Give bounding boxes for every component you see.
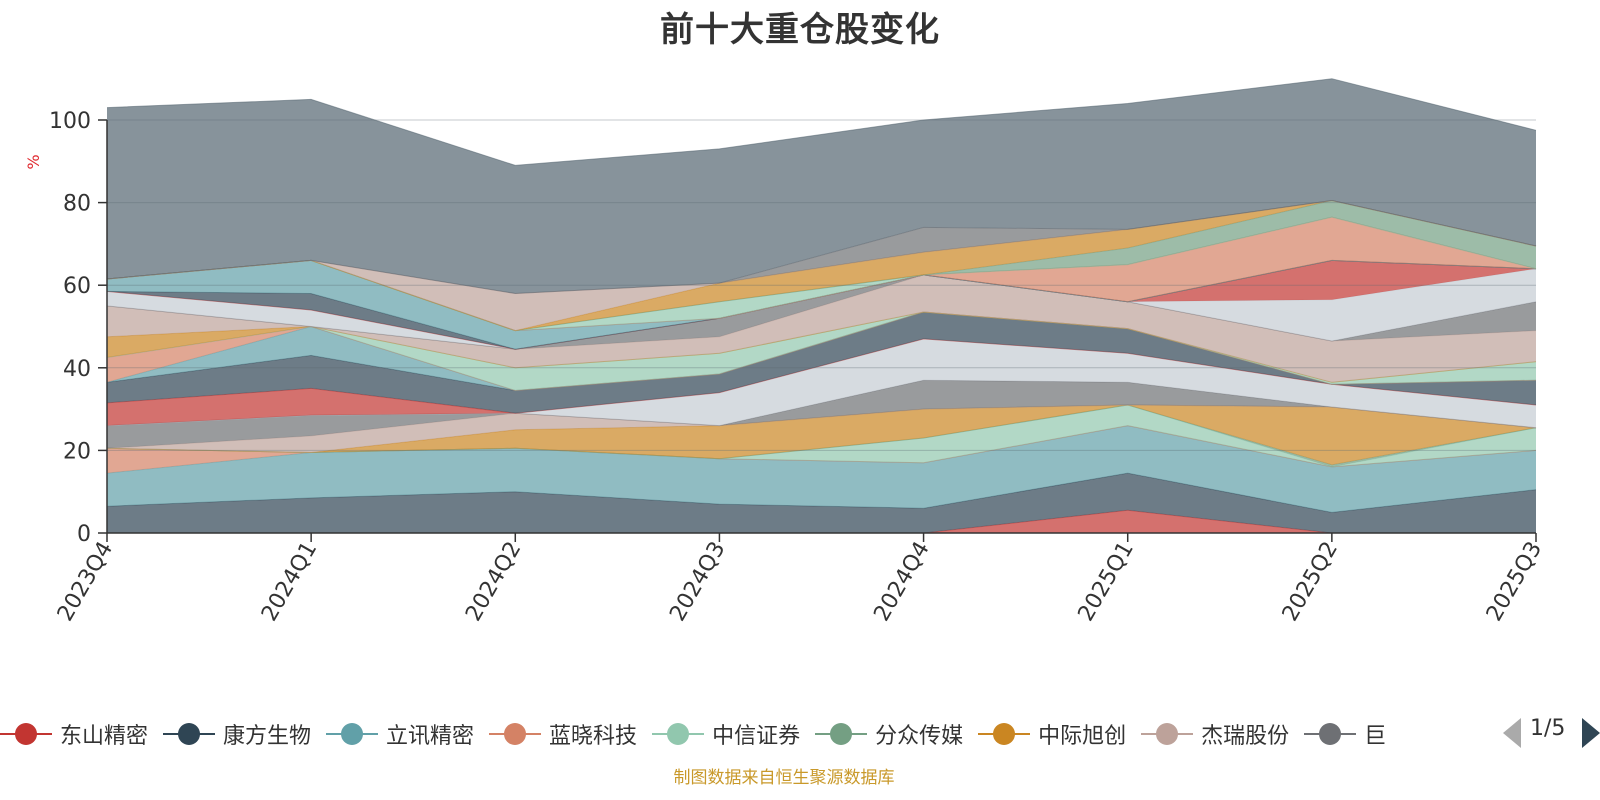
y-tick-label: 100 xyxy=(49,109,91,134)
area-series-9 xyxy=(107,380,1536,449)
y-tick-label: 80 xyxy=(63,192,91,217)
y-tick-label: 60 xyxy=(63,274,91,299)
legend-marker-icon xyxy=(163,722,216,746)
area-series-11 xyxy=(107,338,1536,426)
legend-item[interactable]: 东山精密 xyxy=(0,712,148,756)
chart-title: 前十大重仓股变化 xyxy=(660,10,940,50)
area-series-19 xyxy=(107,268,1536,350)
x-tick-label: 2025Q3 xyxy=(1482,538,1547,626)
legend-marker-icon xyxy=(0,722,52,746)
y-axis-unit-label: % xyxy=(24,154,43,169)
legend-label: 巨 xyxy=(1364,724,1387,749)
legend-item[interactable]: 中信证券 xyxy=(652,712,800,756)
legend-item[interactable]: 中际旭创 xyxy=(978,712,1126,756)
area-series-2 xyxy=(107,473,1536,533)
legend-label: 中信证券 xyxy=(712,724,801,749)
legend-item[interactable]: 立讯精密 xyxy=(326,712,474,756)
area-series-23 xyxy=(107,217,1536,331)
legend-next-page-icon[interactable] xyxy=(1582,718,1600,748)
x-tick-label: 2024Q3 xyxy=(665,538,730,626)
area-series-8 xyxy=(107,405,1536,453)
legend-marker-icon xyxy=(326,722,379,746)
legend-item[interactable]: 巨 xyxy=(1304,712,1386,756)
area-series-22 xyxy=(107,260,1536,350)
y-tick-label: 0 xyxy=(77,522,91,547)
legend-label: 立讯精密 xyxy=(386,724,475,749)
x-tick-label: 2023Q4 xyxy=(53,538,118,626)
area-series-27 xyxy=(107,200,1536,331)
legend-item[interactable]: 杰瑞股份 xyxy=(1141,712,1289,756)
legend-prev-page-icon[interactable] xyxy=(1503,718,1521,748)
x-tick-label: 2024Q1 xyxy=(257,538,322,626)
data-source-note: 制图数据来自恒生聚源数据库 xyxy=(673,768,895,788)
area-series-1 xyxy=(107,510,1536,533)
legend-label: 康方生物 xyxy=(223,724,312,749)
legend-item[interactable]: 康方生物 xyxy=(163,712,311,756)
legend: 东山精密 康方生物 立讯精密 蓝晓科技 中信证券 分众传媒 中际旭创 杰瑞股份 巨 xyxy=(0,712,1510,756)
legend-page-indicator: 1/5 xyxy=(1530,716,1566,741)
area-series-26 xyxy=(107,200,1536,331)
x-tick-label: 2025Q2 xyxy=(1278,538,1343,626)
area-series-7 xyxy=(107,405,1536,465)
legend-marker-icon xyxy=(815,722,868,746)
legend-label: 分众传媒 xyxy=(875,724,964,749)
x-tick-label: 2025Q1 xyxy=(1074,538,1139,626)
legend-label: 杰瑞股份 xyxy=(1201,724,1290,749)
legend-marker-icon xyxy=(489,722,542,746)
area-series-5 xyxy=(107,405,1536,467)
x-tick-label: 2024Q2 xyxy=(461,538,526,626)
area-series-20 xyxy=(107,260,1536,350)
area-series-group xyxy=(106,78,1537,534)
y-tick-label: 20 xyxy=(63,439,91,464)
area-series-3 xyxy=(107,425,1536,513)
legend-label: 东山精密 xyxy=(60,724,149,749)
legend-pager: 1/5 xyxy=(1500,715,1600,755)
legend-item[interactable]: 分众传媒 xyxy=(815,712,963,756)
legend-marker-icon xyxy=(978,722,1031,746)
legend-marker-icon xyxy=(1304,722,1357,746)
legend-label: 蓝晓科技 xyxy=(549,724,638,749)
x-tick-label: 2024Q4 xyxy=(869,538,934,626)
y-tick-label: 40 xyxy=(63,357,91,382)
legend-item[interactable]: 蓝晓科技 xyxy=(489,712,637,756)
legend-marker-icon xyxy=(1141,722,1194,746)
area-series-15 xyxy=(107,312,1536,391)
area-series-17 xyxy=(107,274,1536,383)
area-series-29 xyxy=(107,78,1536,294)
area-series-12 xyxy=(107,312,1536,414)
area-series-line-29 xyxy=(106,78,1537,166)
legend-marker-icon xyxy=(652,722,705,746)
legend-label: 中际旭创 xyxy=(1038,724,1127,749)
